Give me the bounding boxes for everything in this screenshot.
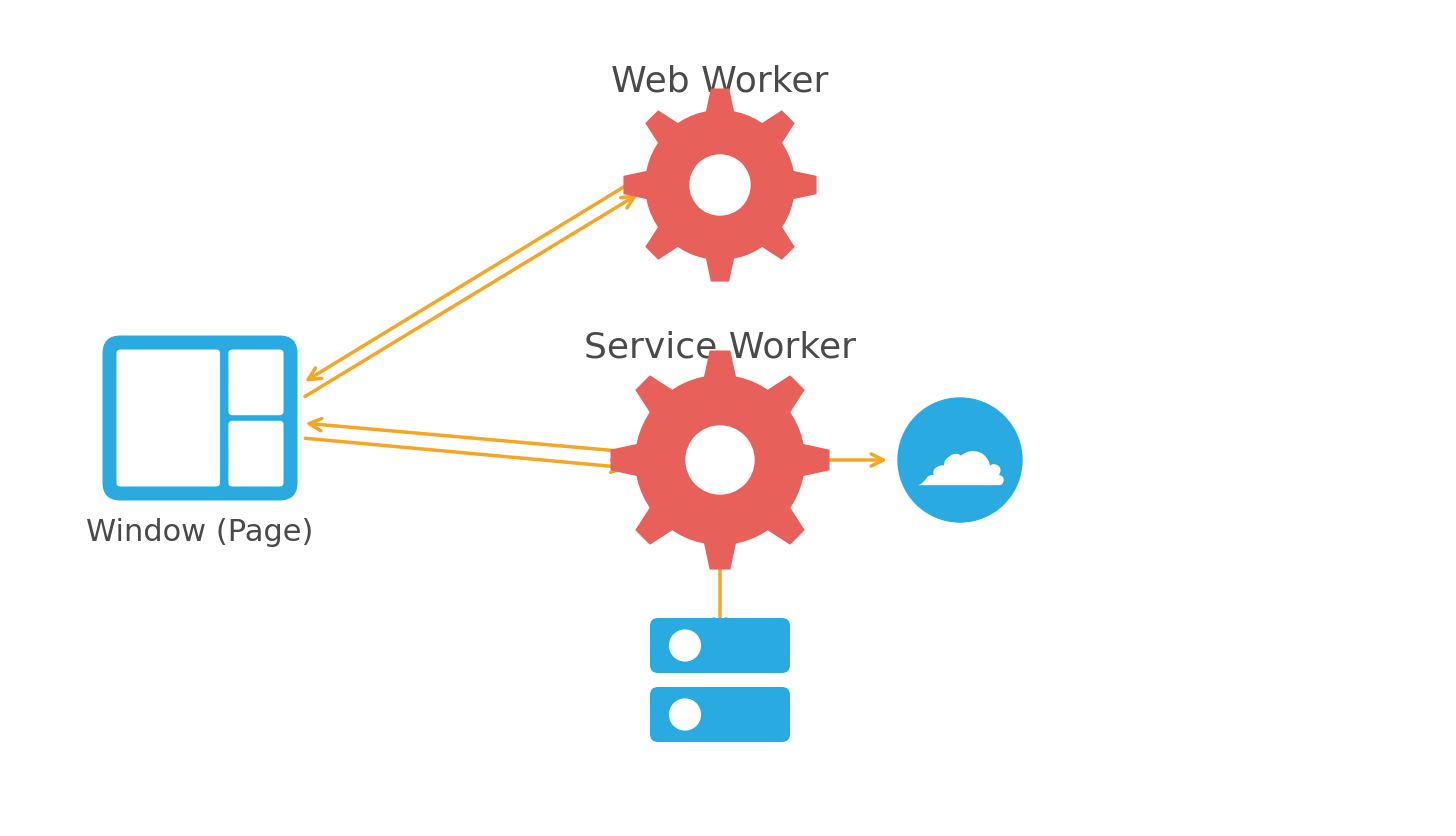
Polygon shape	[610, 350, 830, 569]
Text: Service Worker: Service Worker	[584, 330, 856, 364]
FancyBboxPatch shape	[116, 349, 220, 487]
FancyBboxPatch shape	[649, 687, 791, 742]
Text: Window (Page): Window (Page)	[86, 518, 313, 547]
Circle shape	[670, 699, 700, 730]
Text: ☁: ☁	[913, 414, 1008, 506]
Text: Web Worker: Web Worker	[612, 65, 828, 99]
Circle shape	[898, 398, 1022, 522]
Polygon shape	[623, 89, 817, 282]
Circle shape	[686, 426, 754, 494]
Circle shape	[670, 630, 700, 661]
FancyBboxPatch shape	[649, 618, 791, 673]
FancyBboxPatch shape	[229, 349, 284, 415]
FancyBboxPatch shape	[102, 335, 297, 501]
FancyBboxPatch shape	[229, 421, 284, 487]
Circle shape	[690, 155, 750, 215]
